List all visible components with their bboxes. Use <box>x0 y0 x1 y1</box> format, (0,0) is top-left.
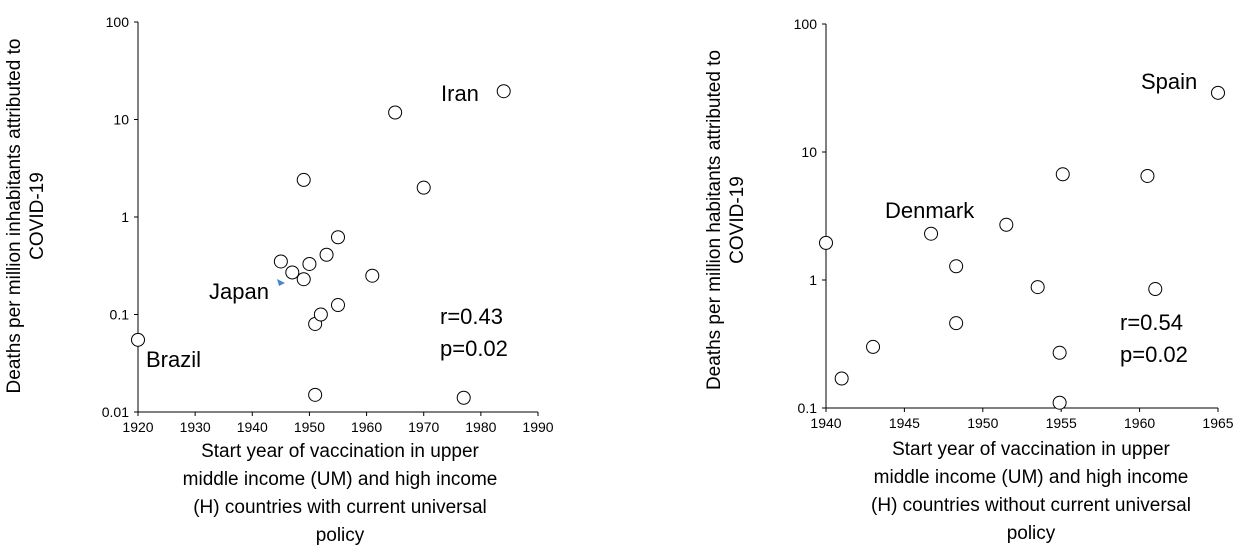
right-points <box>819 85 1225 410</box>
annotation-denmark: Denmark <box>885 198 975 223</box>
annotation-iran: Iran <box>441 81 479 106</box>
left-y-label-line2: COVID-19 <box>27 172 48 260</box>
left-data-point <box>416 180 431 195</box>
left-x-tick-label: 1990 <box>522 419 553 435</box>
left-data-point <box>319 247 334 262</box>
left-data-point <box>285 265 300 280</box>
right-data-point <box>949 259 964 274</box>
right-data-point <box>1052 395 1067 410</box>
right-x-tick-label: 1955 <box>1046 415 1077 431</box>
right-x-tick-label: 1940 <box>810 415 841 431</box>
left-data-point <box>296 272 311 287</box>
left-data-point <box>331 230 345 245</box>
left-y-label-line1: Deaths per million inhabitants attribute… <box>4 39 25 394</box>
right-data-point <box>819 235 833 250</box>
right-x-label-line2: middle income (UM) and high income <box>874 467 1189 488</box>
left-y-tick-label: 0.01 <box>102 404 129 420</box>
right-x-tick-label: 1945 <box>889 415 920 431</box>
left-data-point <box>496 84 511 99</box>
left-stat-p: p=0.02 <box>440 336 508 361</box>
right-x-label-line1: Start year of vaccination in upper <box>892 439 1170 460</box>
left-data-point <box>308 387 323 402</box>
right-data-point <box>949 316 964 331</box>
right-data-point <box>1055 167 1070 182</box>
left-x-label-line1: Start year of vaccination in upper <box>201 441 479 462</box>
right-stat-p: p=0.02 <box>1120 342 1188 367</box>
left-y-tick-label: 1 <box>121 209 129 225</box>
left-x-tick-label: 1970 <box>408 419 439 435</box>
right-data-point <box>999 217 1014 232</box>
left-data-point <box>131 332 145 347</box>
right-data-point <box>1052 345 1067 360</box>
right-y-ticks: 0.1 1 10 100 <box>794 16 826 416</box>
right-y-tick-label: 0.1 <box>798 400 818 416</box>
right-chart: 0.1 1 10 100 1940 1945 1950 1955 1960 1965 Death… <box>704 16 1234 544</box>
right-data-point <box>1140 168 1155 183</box>
right-y-label-line1: Deaths per million habitants attributed … <box>704 50 725 390</box>
right-x-tick-label: 1950 <box>967 415 998 431</box>
left-stat-r: r=0.43 <box>440 304 503 329</box>
left-x-tick-label: 1920 <box>122 419 153 435</box>
left-data-point <box>273 254 288 269</box>
right-x-ticks: 1940 1945 1950 1955 1960 1965 <box>810 408 1234 431</box>
right-data-point <box>834 371 849 386</box>
left-data-point <box>456 390 471 405</box>
left-points <box>131 84 511 405</box>
left-data-point <box>365 268 380 283</box>
left-data-point <box>331 298 345 313</box>
right-y-tick-label: 1 <box>809 272 817 288</box>
left-x-tick-label: 1940 <box>237 419 268 435</box>
annotation-brazil: Brazil <box>146 347 201 372</box>
right-x-label-line3: (H) countries without current universal <box>871 495 1191 516</box>
right-data-point <box>1030 280 1045 295</box>
left-x-tick-label: 1930 <box>180 419 211 435</box>
right-y-label-line2: COVID-19 <box>727 176 748 264</box>
left-y-ticks: 0.01 0.1 1 10 100 <box>102 14 138 420</box>
right-y-tick-label: 100 <box>794 16 818 32</box>
left-y-tick-label: 100 <box>106 14 130 30</box>
right-data-point <box>866 339 881 354</box>
annotation-spain: Spain <box>1141 69 1197 94</box>
right-data-point <box>1211 85 1225 100</box>
left-x-label-line3: (H) countries with current universal <box>193 497 487 518</box>
left-y-tick-label: 10 <box>113 112 129 128</box>
left-data-point <box>302 256 317 271</box>
annotation-japan: Japan <box>209 279 269 304</box>
left-x-ticks: 1920 1930 1940 1950 1960 1970 1980 1990 <box>122 412 554 435</box>
left-x-label-line4: policy <box>316 525 365 546</box>
left-y-tick-label: 0.1 <box>110 307 130 323</box>
right-data-point <box>1148 282 1163 297</box>
right-y-tick-label: 10 <box>801 144 817 160</box>
left-x-tick-label: 1950 <box>294 419 325 435</box>
left-data-point <box>313 307 328 322</box>
right-x-tick-label: 1960 <box>1124 415 1155 431</box>
right-x-tick-label: 1965 <box>1202 415 1233 431</box>
japan-arrow-marker <box>277 279 285 286</box>
left-data-point <box>296 172 311 187</box>
left-x-label-line2: middle income (UM) and high income <box>183 469 498 490</box>
right-data-point <box>924 226 939 241</box>
left-x-tick-label: 1960 <box>351 419 382 435</box>
left-data-point <box>388 105 403 120</box>
right-x-label-line4: policy <box>1007 523 1056 544</box>
left-x-tick-label: 1980 <box>465 419 496 435</box>
right-stat-r: r=0.54 <box>1120 310 1183 335</box>
